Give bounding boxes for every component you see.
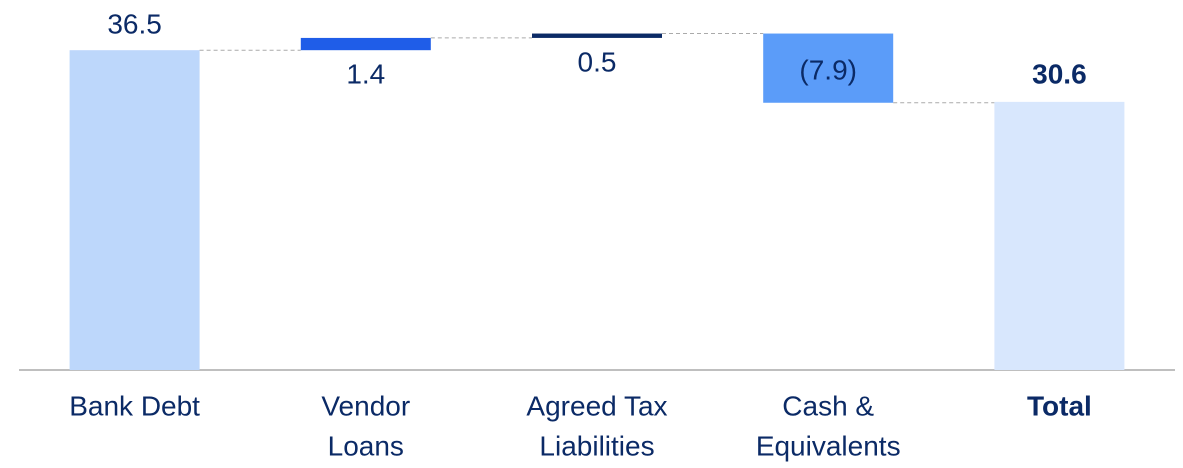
x-tick-label: Cash & xyxy=(782,390,874,421)
x-tick-label: Equivalents xyxy=(756,430,901,461)
value-label: (7.9) xyxy=(799,55,857,86)
x-tick-label: Bank Debt xyxy=(69,390,200,421)
value-label: 30.6 xyxy=(1032,58,1087,89)
value-label: 0.5 xyxy=(578,46,617,77)
x-tick-label: Vendor xyxy=(321,390,410,421)
bar xyxy=(532,33,662,38)
x-tick-label: Liabilities xyxy=(539,430,654,461)
x-tick-label: Agreed Tax xyxy=(526,390,667,421)
bar xyxy=(300,37,431,51)
bar xyxy=(69,50,200,370)
x-tick-label: Total xyxy=(1027,390,1092,421)
bar xyxy=(994,101,1125,370)
x-tick-label: Loans xyxy=(328,430,404,461)
value-label: 36.5 xyxy=(107,9,162,40)
bar xyxy=(763,33,894,103)
value-label: 1.4 xyxy=(346,59,385,90)
